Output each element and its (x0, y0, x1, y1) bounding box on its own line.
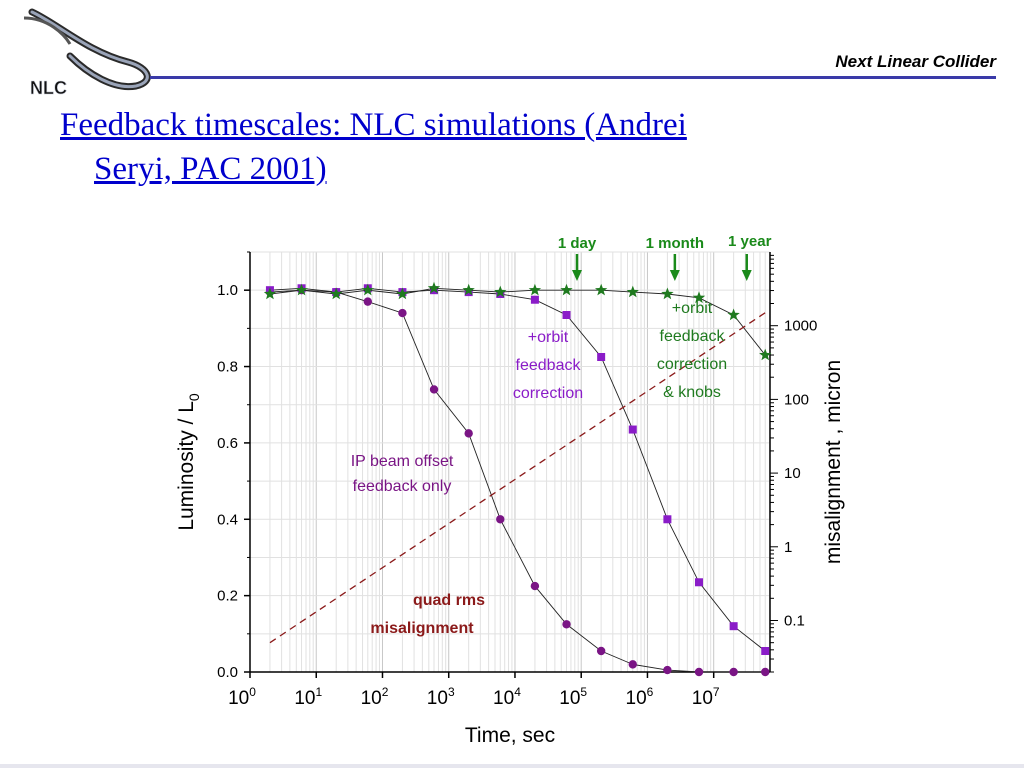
data-point-star (626, 285, 639, 298)
data-point-star (692, 291, 706, 304)
series-3 (269, 312, 766, 644)
data-point-circle (663, 665, 672, 675)
data-point-circle (398, 308, 407, 318)
annotation-label: correction (657, 356, 727, 373)
time-marker-arrow-head (572, 270, 583, 281)
data-point-star (528, 283, 542, 296)
data-point-circle (562, 620, 571, 629)
series-line (269, 289, 766, 673)
data-point-circle (694, 667, 704, 677)
logo-text: NLC (30, 78, 67, 98)
x-tick-label: 103 (427, 685, 455, 709)
data-point-circle (729, 667, 738, 677)
data-point-circle (761, 667, 770, 677)
y-tick-label: 0.8 (217, 359, 238, 376)
x-tick-label: 101 (294, 685, 322, 709)
time-marker-arrow-head (741, 270, 752, 281)
annotation-label: & knobs (663, 384, 721, 401)
data-point-star (361, 283, 374, 296)
time-marker-label: 1 day (558, 235, 597, 252)
time-marker-label: 1 year (728, 233, 772, 250)
data-point-circle (363, 297, 372, 306)
brand-label: Next Linear Collider (835, 52, 996, 71)
y2-tick-label: 10 (784, 465, 801, 482)
data-point-star (661, 287, 674, 300)
y-tick-label: 0.4 (217, 511, 238, 528)
data-point-star (462, 283, 475, 296)
data-point-circle (496, 515, 505, 524)
bottom-bar (0, 764, 1024, 768)
data-point-square (562, 311, 571, 319)
series-2 (263, 281, 772, 361)
annotation-label: correction (513, 385, 583, 402)
x-tick-label: 106 (626, 685, 654, 709)
x-axis-title: Time, sec (465, 724, 555, 747)
y2-tick-label: 1000 (784, 318, 817, 335)
annotation-label: quad rms (413, 592, 485, 609)
data-point-star (560, 283, 573, 296)
data-point-circle (530, 581, 540, 591)
header-rule (150, 76, 996, 79)
data-point-square (729, 622, 738, 631)
data-point-circle (628, 660, 637, 669)
x-tick-label: 100 (228, 685, 256, 709)
y-tick-label: 1.0 (217, 282, 238, 299)
data-point-circle (429, 385, 439, 394)
annotation-label: +orbit (672, 300, 713, 317)
x-tick-label: 102 (361, 685, 389, 709)
title-line-2: Seryi, PAC 2001) (94, 151, 327, 187)
x-tick-label: 104 (493, 685, 521, 709)
y-axis-title: Luminosity / L0 (175, 393, 202, 531)
series-line (269, 287, 766, 652)
data-point-star (396, 287, 409, 300)
data-point-circle (464, 429, 473, 438)
data-point-star (727, 308, 740, 321)
y2-axis-title: misalignment , micron (822, 360, 845, 564)
annotation-label: feedback (660, 328, 726, 345)
time-marker-label: 1 month (646, 235, 704, 252)
data-point-square (530, 295, 539, 304)
data-point-star (494, 285, 507, 298)
nlc-logo: NLC (23, 8, 151, 98)
y-tick-label: 0.2 (217, 588, 238, 605)
data-point-square (628, 425, 637, 434)
y-tick-label: 0.0 (217, 664, 238, 681)
data-point-square (597, 353, 606, 361)
data-point-star (263, 287, 277, 300)
data-point-square (663, 515, 672, 524)
data-point-star (759, 348, 772, 361)
misalignment-line (269, 312, 766, 644)
annotation-label: +orbit (528, 329, 569, 346)
annotation-label: feedback (516, 357, 582, 374)
time-marker-arrow-head (669, 270, 680, 281)
y2-tick-label: 100 (784, 391, 809, 408)
annotation-label: IP beam offset (351, 453, 454, 470)
data-point-star (330, 287, 343, 300)
slide-title: Feedback timescales: NLC simulations (An… (60, 103, 940, 191)
data-point-square (761, 647, 770, 655)
x-tick-label: 107 (692, 685, 720, 709)
x-tick-label: 105 (559, 685, 587, 709)
data-point-square (694, 578, 703, 587)
y-tick-label: 0.6 (217, 435, 238, 452)
data-point-star (295, 283, 308, 296)
annotation-label: misalignment (370, 620, 474, 637)
data-point-star (427, 281, 441, 294)
data-point-star (595, 283, 608, 296)
title-line-1: Feedback timescales: NLC simulations (An… (60, 107, 687, 143)
y2-tick-label: 0.1 (784, 612, 805, 629)
annotation-label: feedback only (353, 478, 452, 495)
y2-tick-label: 1 (784, 539, 792, 556)
series-line (269, 287, 766, 356)
data-point-circle (596, 646, 606, 656)
